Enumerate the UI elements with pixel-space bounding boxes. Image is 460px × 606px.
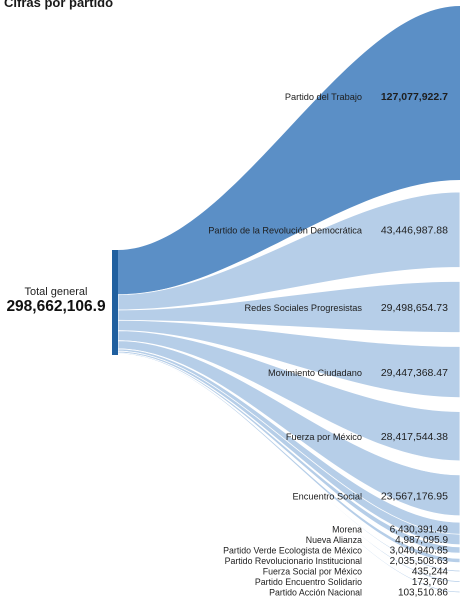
flow-11 — [117, 354, 460, 583]
party-name-6: Morena — [332, 525, 362, 535]
party-name-2: Redes Sociales Progresistas — [245, 303, 363, 313]
party-name-8: Partido Verde Ecologista de México — [223, 546, 362, 556]
chart-title: Cifras por partido — [4, 0, 114, 10]
party-name-11: Partido Encuentro Solidario — [255, 577, 362, 587]
party-value-11: 173,760 — [412, 577, 449, 588]
party-value-10: 435,244 — [412, 567, 449, 578]
party-value-9: 2,035,508.63 — [390, 556, 449, 567]
total-label: Total general — [24, 286, 88, 298]
party-name-3: Movimiento Ciudadano — [268, 368, 362, 378]
label-group: Partido del Trabajo 127,077,922.7 Partido … — [208, 91, 448, 599]
flow-2 — [117, 280, 460, 333]
party-name-4: Fuerza por México — [286, 432, 362, 442]
party-value-5: 23,567,176.95 — [381, 490, 448, 502]
party-value-6: 6,430,391.49 — [390, 525, 449, 536]
source-node-bar — [112, 250, 118, 355]
flow-group — [117, 6, 460, 594]
party-value-2: 29,498,654.73 — [381, 302, 448, 314]
party-name-12: Partido Acción Nacional — [269, 588, 362, 598]
total-value: 298,662,106.9 — [6, 298, 106, 315]
party-name-9: Partido Revolucionario Institucional — [225, 556, 362, 566]
flow-5 — [117, 340, 460, 517]
flow-8 — [117, 352, 460, 554]
flow-0 — [118, 6, 460, 295]
party-value-4: 28,417,544.38 — [381, 431, 448, 443]
party-value-7: 4,987,095.9 — [395, 535, 448, 546]
party-value-12: 103,510.86 — [398, 588, 448, 599]
party-name-7: Nueva Alianza — [306, 535, 362, 545]
party-name-5: Encuentro Social — [293, 491, 362, 501]
party-name-1: Partido de la Revolución Democrática — [208, 226, 363, 236]
flow-1 — [117, 191, 460, 311]
flow-12 — [117, 354, 460, 594]
flow-9 — [117, 353, 460, 564]
party-name-0: Partido del Trabajo — [285, 92, 362, 102]
flow-10 — [117, 354, 460, 573]
flow-3 — [117, 319, 460, 398]
party-value-3: 29,447,368.47 — [381, 367, 448, 379]
flow-4 — [117, 330, 460, 462]
party-value-1: 43,446,987.88 — [381, 225, 448, 237]
party-value-8: 3,040,940.85 — [390, 546, 449, 557]
party-name-10: Fuerza Social por México — [263, 567, 362, 577]
party-value-0: 127,077,922.7 — [381, 91, 448, 103]
